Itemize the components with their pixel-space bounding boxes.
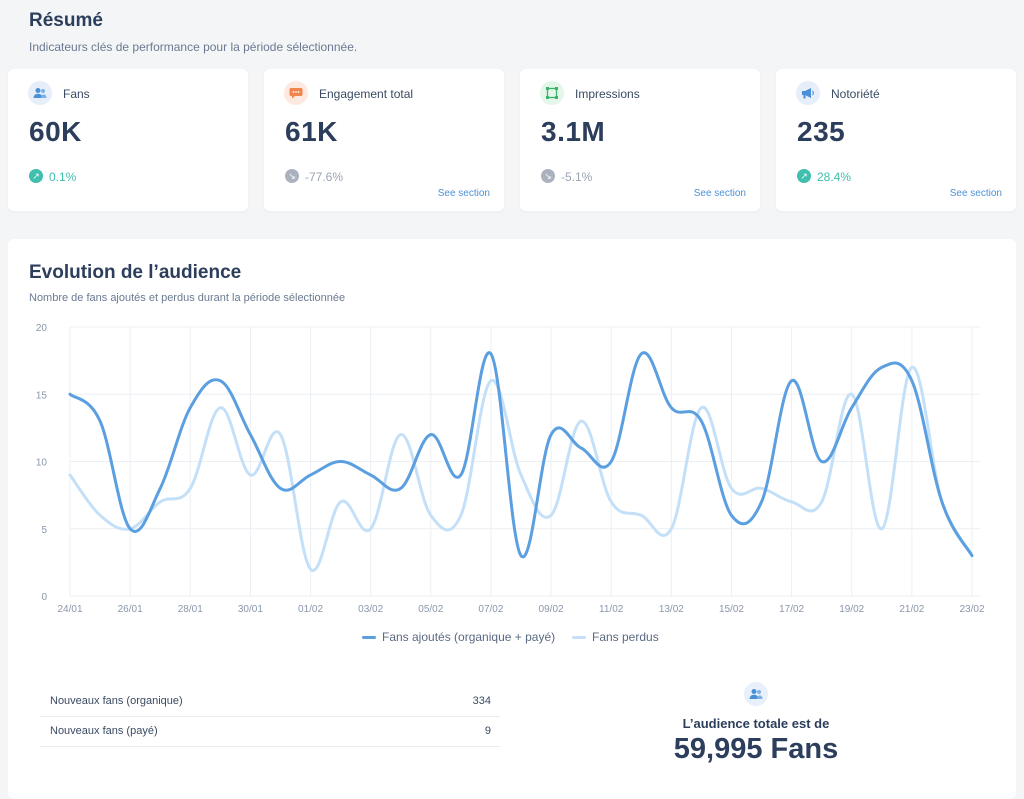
kpi-label: Notoriété xyxy=(831,87,880,101)
kpi-value: 235 xyxy=(797,116,846,147)
stat-value: 9 xyxy=(484,725,491,737)
x-tick-label: 11/02 xyxy=(599,604,624,615)
x-tick-label: 05/02 xyxy=(418,604,443,615)
y-tick-label: 10 xyxy=(36,458,48,469)
x-tick-label: 03/02 xyxy=(358,604,383,615)
x-tick-label: 21/02 xyxy=(899,604,924,615)
x-tick-label: 13/02 xyxy=(659,604,684,615)
y-tick-label: 15 xyxy=(36,390,48,401)
kpi-trend: 28.4% xyxy=(817,170,852,184)
stat-value: 334 xyxy=(472,695,491,707)
kpi-label: Impressions xyxy=(575,87,640,101)
see-section-link[interactable]: See section xyxy=(949,188,1002,199)
x-tick-label: 15/02 xyxy=(719,604,744,615)
x-tick-label: 19/02 xyxy=(839,604,864,615)
trend-down-icon: ↘ xyxy=(285,169,299,183)
kpi-trend: -5.1% xyxy=(561,170,593,184)
x-tick-label: 01/02 xyxy=(298,604,323,615)
kpi-trend: 0.1% xyxy=(49,170,77,184)
speech-bubble-icon xyxy=(284,81,308,105)
users-icon xyxy=(744,682,768,706)
summary-title: Résumé xyxy=(29,10,103,31)
stat-label: Nouveaux fans (payé) xyxy=(50,725,158,737)
kpi-value: 60K xyxy=(29,116,82,147)
audience-subtitle: Nombre de fans ajoutés et perdus durant … xyxy=(29,292,346,304)
total-audience-label: L’audience totale est de xyxy=(682,716,830,731)
stats-row-paid: Nouveaux fans (payé) 9 xyxy=(40,717,500,747)
summary-subtitle: Indicateurs clés de performance pour la … xyxy=(29,40,358,54)
x-tick-label: 07/02 xyxy=(478,604,503,615)
legend-item-lost[interactable]: Fans perdus xyxy=(572,630,659,644)
stats-row-organic: Nouveaux fans (organique) 334 xyxy=(40,687,500,717)
frame-icon xyxy=(540,81,564,105)
kpi-card-notoriete: Notoriété 235 ↗ 28.4% See section xyxy=(776,69,1016,211)
total-audience-value: 59,995 Fans xyxy=(673,733,839,765)
stat-label: Nouveaux fans (organique) xyxy=(50,695,183,707)
x-tick-label: 24/01 xyxy=(57,604,82,615)
legend-item-added[interactable]: Fans ajoutés (organique + payé) xyxy=(362,630,555,644)
x-tick-label: 23/02 xyxy=(959,604,984,615)
trend-down-icon: ↘ xyxy=(541,169,555,183)
kpi-label: Engagement total xyxy=(319,87,414,101)
megaphone-icon xyxy=(796,81,820,105)
y-tick-label: 0 xyxy=(41,592,47,603)
series-line-fans-perdus xyxy=(68,365,974,572)
x-tick-label: 30/01 xyxy=(238,604,263,615)
x-tick-label: 09/02 xyxy=(539,604,564,615)
legend-label: Fans perdus xyxy=(592,630,659,644)
y-tick-label: 5 xyxy=(41,525,47,536)
x-tick-label: 26/01 xyxy=(118,604,143,615)
kpi-value: 61K xyxy=(285,116,338,147)
users-icon xyxy=(28,81,52,105)
see-section-link[interactable]: See section xyxy=(693,188,746,199)
kpi-card-engagement: Engagement total 61K ↘ -77.6% See sectio… xyxy=(264,69,504,211)
legend-swatch xyxy=(572,635,586,639)
x-tick-label: 17/02 xyxy=(779,604,804,615)
trend-up-icon: ↗ xyxy=(797,169,811,183)
y-tick-label: 20 xyxy=(36,323,48,334)
kpi-card-impressions: Impressions 3.1M ↘ -5.1% See section xyxy=(520,69,760,211)
kpi-label: Fans xyxy=(63,87,90,101)
see-section-link[interactable]: See section xyxy=(437,188,490,199)
divider xyxy=(40,746,500,747)
divider xyxy=(40,716,500,717)
audience-title: Evolution de l’audience xyxy=(29,262,242,283)
legend-label: Fans ajoutés (organique + payé) xyxy=(382,630,556,644)
kpi-trend: -77.6% xyxy=(305,170,344,184)
legend-swatch xyxy=(362,635,376,639)
kpi-value: 3.1M xyxy=(541,116,606,147)
kpi-card-fans: Fans 60K ↗ 0.1% xyxy=(8,69,248,211)
audience-line-chart: 0 5 10 15 20 24/01 26/01 28/01 30/01 01/02 03/02 05… xyxy=(36,323,985,615)
x-tick-label: 28/01 xyxy=(178,604,203,615)
trend-up-icon: ↗ xyxy=(29,169,43,183)
series-line-fans-ajoutes xyxy=(68,351,974,559)
